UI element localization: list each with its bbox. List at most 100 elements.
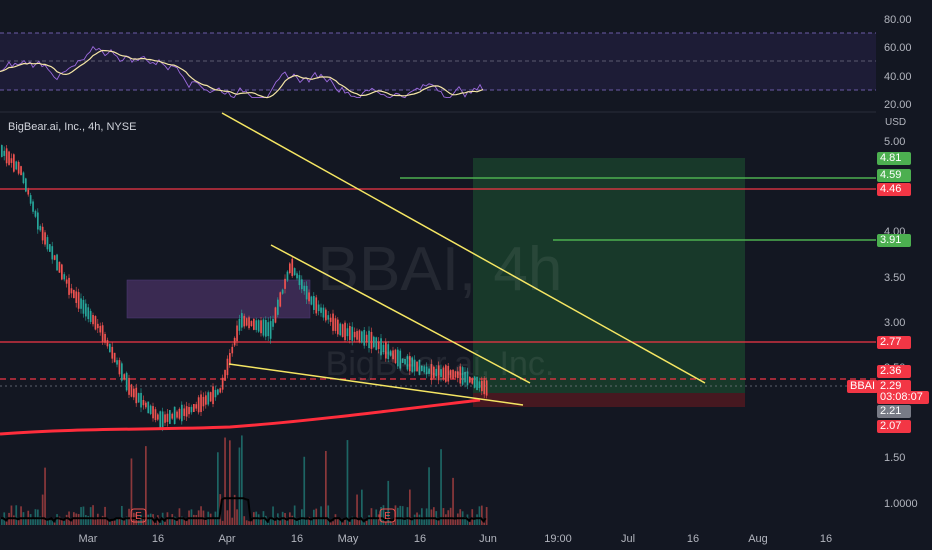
volume-bar [334,514,337,525]
candle [327,315,330,320]
candle [363,329,366,346]
volume-bar [5,521,8,525]
candle [147,401,150,414]
candle [44,232,46,245]
candle [137,393,140,403]
candle [99,325,102,333]
volume-bar [221,520,224,525]
candle [101,325,104,342]
candle [286,271,289,281]
volume-bar [291,515,294,525]
candle [387,344,390,359]
volume-bar [298,519,301,525]
candle [10,158,13,163]
time-tick: May [338,533,359,545]
candle [385,341,387,359]
volume-bar [272,506,274,525]
candle [394,349,397,364]
volume-bar [229,440,231,525]
volume-bar [481,505,483,525]
candle [205,395,207,405]
volume-bar [344,519,346,525]
earnings-marker[interactable]: E [379,508,396,523]
time-tick: Jun [479,533,497,545]
volume-bar [137,520,140,525]
candle [296,273,298,279]
trendline-outer[interactable] [221,112,706,384]
candle [303,285,306,292]
earnings-marker[interactable]: E [130,508,147,523]
candle [171,413,174,419]
candle [423,366,426,373]
candle [157,414,159,420]
volume-bar [99,518,102,525]
candle [104,333,106,343]
price-tag: 2.36 [877,365,911,378]
candle [15,161,18,170]
candle [399,350,402,369]
candle [207,392,210,405]
trendline-lower[interactable] [228,363,524,406]
volume-bar [279,520,282,525]
candle [257,320,260,332]
trendline-upper[interactable] [270,244,531,384]
ticker-badge[interactable]: BBAI [847,380,879,393]
candle [344,322,346,341]
volume-bar [245,520,248,525]
volume-bar [173,516,176,525]
candle [231,346,234,354]
volume-bar [193,514,195,525]
volume-bar [437,520,440,525]
candle [277,299,279,315]
volume-bar [361,489,363,525]
volume-bar [274,520,277,525]
candle [209,392,212,402]
candle [284,278,286,289]
volume-bar [238,447,241,525]
symbol-header[interactable]: BigBear.ai, Inc., 4h, NYSE [8,121,137,133]
volume-bar [339,518,342,525]
candle [80,298,82,309]
volume-bar [478,506,481,525]
time-tick: 16 [291,533,303,545]
candle [349,326,351,340]
candle [77,292,80,309]
volume-bar [365,520,368,525]
volume-bar [260,519,262,525]
volume-bar [145,446,147,525]
rsi-tick: 20.00 [884,99,912,111]
volume-bar [322,518,325,525]
candle [353,331,356,338]
candle [481,380,483,392]
volume-bar [231,517,234,525]
price-tick: 3.00 [884,317,905,329]
candle [269,321,272,339]
volume-bar [171,514,174,525]
volume-bar [267,522,270,525]
candle [308,292,310,302]
price-tag: 2.29 [877,380,911,393]
volume-bar [327,505,330,525]
candle [53,255,56,260]
price-tick: 5.00 [884,136,905,148]
volume-bar [308,516,310,525]
volume-bar [413,514,416,525]
volume-bar [476,514,478,525]
candle [41,226,44,241]
candle [145,402,147,408]
volume-bar [181,516,183,525]
candle [46,237,49,250]
rsi-line [0,45,484,99]
candle [265,319,267,337]
rsi-axis: 80.00 60.00 40.00 20.00 [884,14,912,111]
rsi-tick: 80.00 [884,14,912,26]
time-axis[interactable]: Mar 16 Apr 16 May 16 Jun 19:00 Jul 16 Aug 16 [79,533,833,545]
candle [193,404,195,412]
price-tag: 2.07 [877,420,911,433]
volume-bar [77,514,80,525]
volume-bar [329,522,332,525]
volume-bar [209,513,212,525]
candle [452,369,454,379]
volume-bar [353,518,356,525]
